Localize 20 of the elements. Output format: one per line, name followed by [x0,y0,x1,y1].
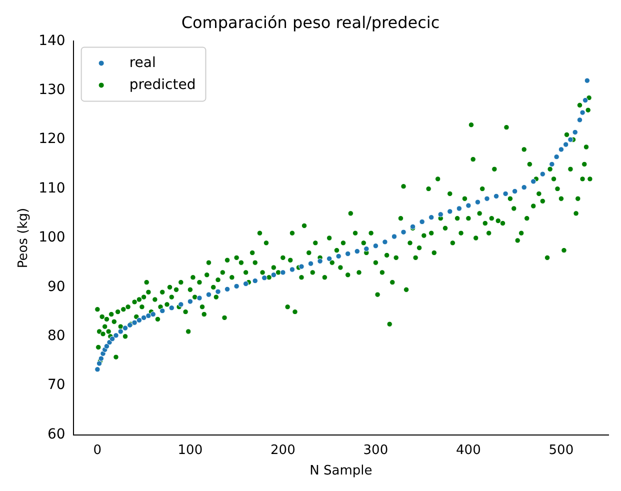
x-tick-label: 400 [456,442,481,458]
x-tick-label: 200 [270,442,296,458]
y-tick-label: 70 [47,377,66,394]
y-tick-label: 60 [47,426,66,442]
y-tick-label: 100 [38,230,66,246]
x-tick-label: 100 [178,442,203,458]
y-tick-label: 110 [38,180,66,196]
y-tick-label: 140 [38,32,66,49]
y-tick-label: 80 [47,328,66,344]
x-tick-label: 500 [548,442,574,458]
y-tick-label: 90 [47,278,66,295]
y-axis-title: Peos (kg) [16,208,32,268]
legend-label: real [129,54,156,71]
legend-label: predicted [129,76,196,93]
y-tick-label: 120 [38,131,66,148]
x-axis-title: N Sample [310,464,372,479]
x-tick-label: 0 [93,442,102,458]
chart-title: Comparación peso real/predecic [181,12,440,32]
y-tick-label: 130 [38,82,66,98]
x-tick-label: 300 [363,442,388,458]
